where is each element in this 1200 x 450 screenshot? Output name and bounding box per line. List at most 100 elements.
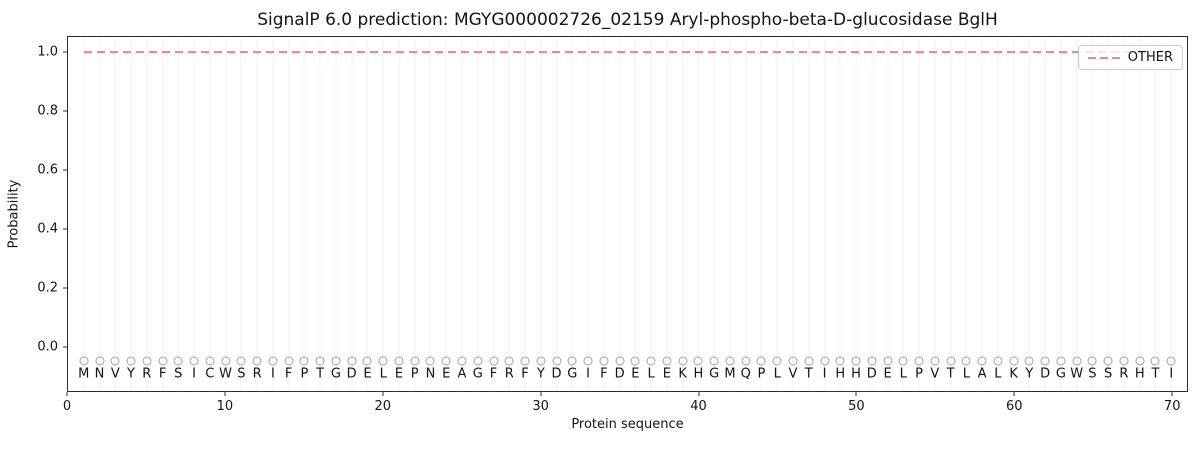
residue-marker bbox=[804, 356, 814, 366]
residue-marker bbox=[315, 356, 325, 366]
residue-marker bbox=[95, 356, 105, 366]
residue-letter: Q bbox=[740, 366, 751, 382]
residue-letter: H bbox=[835, 366, 846, 382]
residue-letter: Y bbox=[1025, 366, 1034, 382]
legend-label: OTHER bbox=[1127, 50, 1173, 65]
residue-marker bbox=[820, 356, 829, 366]
residue-letter: L bbox=[379, 366, 387, 382]
residue-letter: P bbox=[410, 366, 419, 382]
gridline bbox=[1013, 37, 1015, 391]
residue-marker bbox=[851, 356, 861, 366]
residue-marker bbox=[883, 356, 893, 366]
residue-letter: H bbox=[1134, 366, 1145, 382]
gridline bbox=[524, 37, 526, 391]
residue-letter: Y bbox=[536, 366, 545, 382]
residue-letter: S bbox=[1088, 366, 1097, 382]
gridline bbox=[697, 37, 699, 391]
residue-letter: I bbox=[192, 366, 196, 382]
residue-letter: P bbox=[757, 366, 766, 382]
residue-letter: E bbox=[883, 366, 892, 382]
residue-letter: M bbox=[78, 366, 90, 382]
residue-letter: E bbox=[631, 366, 640, 382]
residue-marker bbox=[993, 356, 1003, 366]
x-tick-mark bbox=[698, 392, 700, 396]
residue-marker bbox=[788, 356, 798, 366]
gridline bbox=[792, 37, 794, 391]
x-tick-label: 20 bbox=[374, 399, 392, 414]
residue-letter: H bbox=[851, 366, 861, 382]
x-tick-label: 30 bbox=[532, 399, 549, 414]
residue-letter: Y bbox=[127, 366, 136, 382]
gridline bbox=[366, 37, 368, 391]
residue-marker bbox=[425, 356, 435, 366]
x-tick-mark bbox=[855, 392, 857, 396]
gridline bbox=[666, 37, 668, 391]
residue-letter: F bbox=[489, 366, 498, 382]
residue-marker bbox=[1024, 356, 1034, 366]
gridline bbox=[225, 37, 227, 391]
residue-marker bbox=[678, 356, 688, 366]
residue-marker bbox=[615, 356, 625, 366]
residue-letter: H bbox=[693, 366, 704, 382]
gridline bbox=[855, 37, 857, 391]
residue-letter: S bbox=[174, 366, 183, 382]
y-tick-mark bbox=[63, 228, 67, 230]
residue-marker bbox=[489, 356, 499, 366]
residue-marker bbox=[646, 356, 656, 366]
residue-letter: L bbox=[647, 366, 655, 382]
residue-marker bbox=[362, 356, 372, 366]
residue-marker bbox=[378, 356, 388, 366]
gridline bbox=[319, 37, 321, 391]
residue-marker bbox=[552, 356, 562, 366]
gridline bbox=[634, 37, 636, 391]
residue-letter: I bbox=[822, 366, 827, 382]
gridline bbox=[477, 37, 479, 391]
gridline bbox=[445, 37, 447, 391]
residue-marker bbox=[504, 356, 514, 366]
gridline bbox=[288, 37, 290, 391]
residue-marker bbox=[1119, 356, 1129, 366]
residue-marker bbox=[79, 356, 89, 366]
residue-letter: K bbox=[1009, 366, 1018, 382]
gridline bbox=[429, 37, 431, 391]
gridline bbox=[1123, 37, 1125, 391]
gridline bbox=[934, 37, 936, 391]
residue-marker bbox=[662, 356, 672, 366]
x-tick-label: 70 bbox=[1163, 399, 1181, 414]
gridline bbox=[760, 37, 762, 391]
residue-marker bbox=[189, 356, 199, 366]
residue-marker bbox=[725, 356, 735, 366]
gridline bbox=[682, 37, 684, 391]
x-tick-mark bbox=[540, 392, 542, 396]
residue-letter: T bbox=[316, 366, 325, 382]
gridline bbox=[918, 37, 920, 391]
gridline bbox=[99, 37, 101, 391]
residue-letter: F bbox=[600, 366, 608, 382]
residue-letter: T bbox=[804, 366, 813, 382]
residue-marker bbox=[457, 356, 467, 366]
y-tick-label: 0.0 bbox=[37, 339, 58, 355]
residue-letter: P bbox=[915, 366, 923, 382]
residue-letter: R bbox=[1119, 366, 1129, 382]
gridline bbox=[950, 37, 952, 391]
gridline bbox=[713, 37, 715, 391]
y-tick-label: 0.8 bbox=[37, 103, 58, 119]
residue-marker bbox=[772, 356, 782, 366]
x-tick-mark bbox=[1171, 392, 1173, 396]
residue-marker bbox=[930, 356, 940, 366]
residue-letter: V bbox=[788, 366, 798, 382]
residue-marker bbox=[1056, 356, 1066, 366]
y-tick-label: 1.0 bbox=[37, 44, 58, 59]
other-probability-line bbox=[83, 51, 1172, 54]
legend: OTHER bbox=[1077, 45, 1183, 70]
residue-marker bbox=[898, 356, 908, 366]
gridline bbox=[209, 37, 211, 391]
residue-marker bbox=[1103, 356, 1113, 366]
residue-letter: G bbox=[1055, 366, 1066, 382]
residue-letter: I bbox=[270, 366, 275, 382]
gridline bbox=[414, 37, 416, 391]
y-axis-ticks: 0.0 0.2 0.4 0.6 0.8 1.0 bbox=[0, 36, 67, 392]
gridline bbox=[824, 37, 825, 391]
residue-marker bbox=[1072, 356, 1082, 366]
